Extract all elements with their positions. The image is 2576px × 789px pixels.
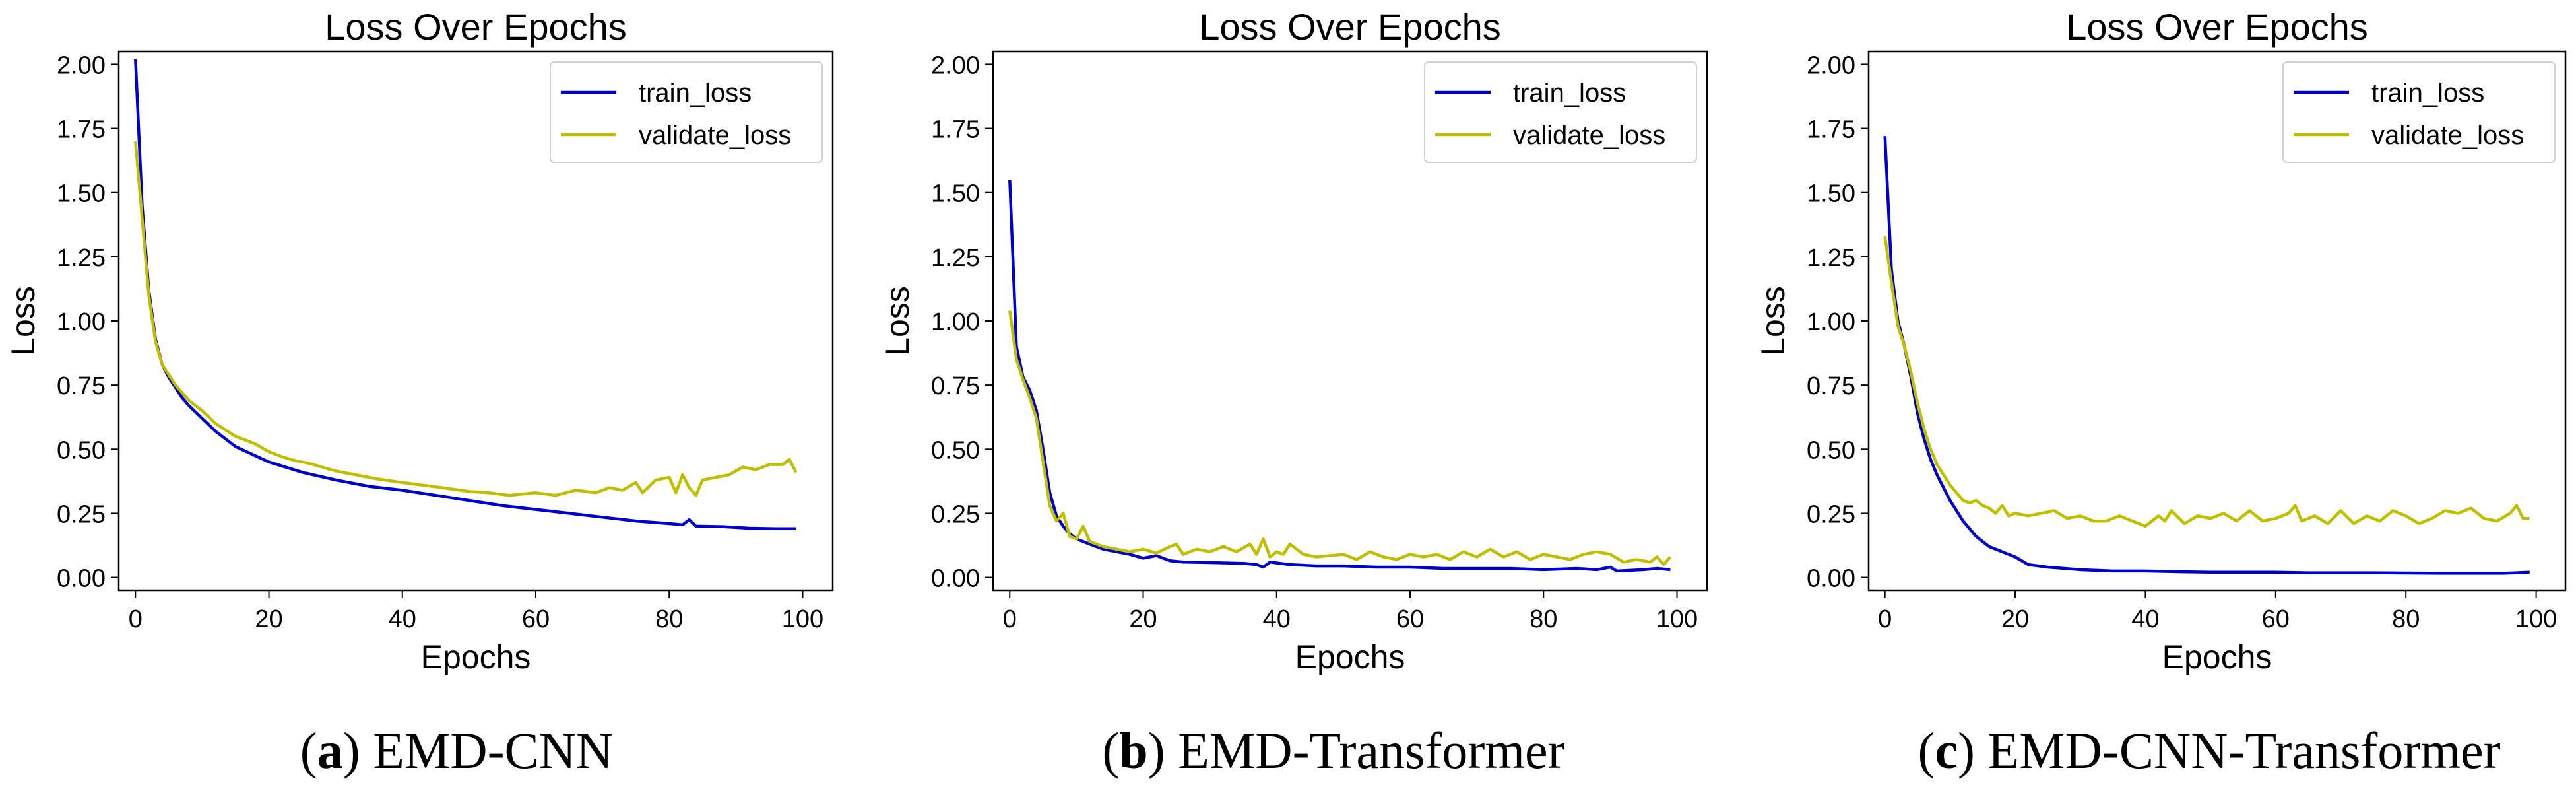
legend-label-train_loss: train_loss (2371, 79, 2484, 108)
y-tick-label: 0.75 (931, 372, 980, 400)
chart-panel-1: Loss Over Epochs 0.00 0.25 0.50 0.75 1.00 1.25… (879, 6, 1708, 675)
y-tick-label: 0.00 (1807, 565, 1855, 593)
y-tick-label: 1.00 (1807, 308, 1855, 336)
x-tick-label: 20 (255, 605, 282, 633)
legend-box (1424, 61, 1697, 163)
y-tick-label: 0.00 (57, 565, 106, 593)
x-tick-label: 100 (1656, 605, 1698, 633)
y-tick-label: 0.25 (1807, 500, 1855, 528)
y-tick-label: 2.00 (931, 51, 980, 79)
caption-c: (c) EMD-CNN-Transformer (1917, 722, 2501, 779)
x-tick-label: 40 (2131, 605, 2159, 633)
legend-box (2282, 61, 2556, 163)
chart-title: Loss Over Epochs (1199, 6, 1501, 48)
caption-label: b (1119, 722, 1148, 779)
y-tick-label: 1.00 (57, 308, 106, 336)
y-tick-label: 0.00 (931, 565, 980, 593)
x-tick-label: 40 (389, 605, 416, 633)
y-tick-label: 1.25 (931, 244, 980, 272)
plot-frame (992, 50, 1708, 592)
y-tick-label: 0.50 (57, 436, 106, 464)
x-tick-label: 0 (1878, 605, 1892, 633)
y-tick-label: 1.50 (57, 180, 106, 208)
y-tick-label: 2.00 (57, 51, 106, 79)
y-tick-label: 1.75 (931, 116, 980, 144)
legend-label-train_loss: train_loss (639, 79, 752, 108)
y-tick-label: 2.00 (1807, 51, 1855, 79)
caption-text: EMD-CNN-Transformer (1987, 722, 2501, 779)
series-line-validate_loss (1008, 310, 1672, 566)
x-tick-label: 100 (2515, 605, 2557, 633)
y-axis-label: Loss (1755, 286, 1791, 356)
series-line-validate_loss (134, 141, 798, 497)
y-tick-label: 0.25 (931, 500, 980, 528)
y-tick-label: 1.75 (1807, 116, 1855, 144)
y-tick-label: 1.25 (1807, 244, 1855, 272)
x-tick-label: 60 (522, 605, 550, 633)
x-tick-label: 20 (2001, 605, 2029, 633)
x-tick-label: 80 (655, 605, 683, 633)
x-axis-label: Epochs (2162, 638, 2272, 675)
x-tick-label: 100 (782, 605, 823, 633)
caption-text: EMD-Transformer (1178, 722, 1565, 779)
legend-label-validate_loss: validate_loss (2371, 121, 2524, 150)
series-line-train_loss (1008, 180, 1671, 573)
legend-label-validate_loss: validate_loss (1513, 121, 1665, 150)
y-axis-label: Loss (879, 286, 916, 356)
caption-a: (a) EMD-CNN (300, 722, 614, 779)
x-tick-label: 20 (1129, 605, 1157, 633)
chart-panel-0: Loss Over Epochs 0.00 0.25 0.50 0.75 1.00 1.25… (5, 6, 834, 675)
y-tick-label: 0.75 (1807, 372, 1855, 400)
plot-frame (117, 50, 834, 592)
caption-label: a (317, 722, 343, 779)
y-tick-label: 1.25 (57, 244, 106, 272)
y-tick-label: 1.75 (57, 116, 106, 144)
series-line-train_loss (1883, 136, 2530, 575)
chart-title: Loss Over Epochs (2066, 6, 2368, 48)
x-tick-label: 40 (1263, 605, 1291, 633)
x-tick-label: 80 (1530, 605, 1557, 633)
y-tick-label: 0.25 (57, 500, 106, 528)
x-tick-label: 0 (129, 605, 143, 633)
chart-title: Loss Over Epochs (325, 6, 627, 48)
y-tick-label: 0.50 (1807, 436, 1855, 464)
legend-label-train_loss: train_loss (1513, 79, 1626, 108)
x-tick-label: 0 (1003, 605, 1017, 633)
legend-box (550, 61, 823, 163)
y-tick-label: 0.50 (931, 436, 980, 464)
y-tick-label: 0.75 (57, 372, 106, 400)
x-axis-label: Epochs (1295, 638, 1405, 675)
y-axis-label: Loss (5, 286, 42, 356)
y-tick-label: 1.50 (931, 180, 980, 208)
legend-label-validate_loss: validate_loss (639, 121, 791, 150)
x-tick-label: 80 (2392, 605, 2420, 633)
chart-panel-2: Loss Over Epochs 0.00 0.25 0.50 0.75 1.00 1.25… (1755, 6, 2567, 675)
series-line-validate_loss (1883, 236, 2530, 528)
x-tick-label: 60 (2262, 605, 2290, 633)
caption-b: (b) EMD-Transformer (1102, 722, 1565, 779)
plot-frame (1867, 50, 2567, 592)
caption-text: EMD-CNN (373, 722, 614, 779)
y-tick-label: 1.50 (1807, 180, 1855, 208)
x-axis-label: Epochs (421, 638, 531, 675)
y-tick-label: 1.00 (931, 308, 980, 336)
x-tick-label: 60 (1396, 605, 1424, 633)
caption-label: c (1935, 722, 1958, 779)
